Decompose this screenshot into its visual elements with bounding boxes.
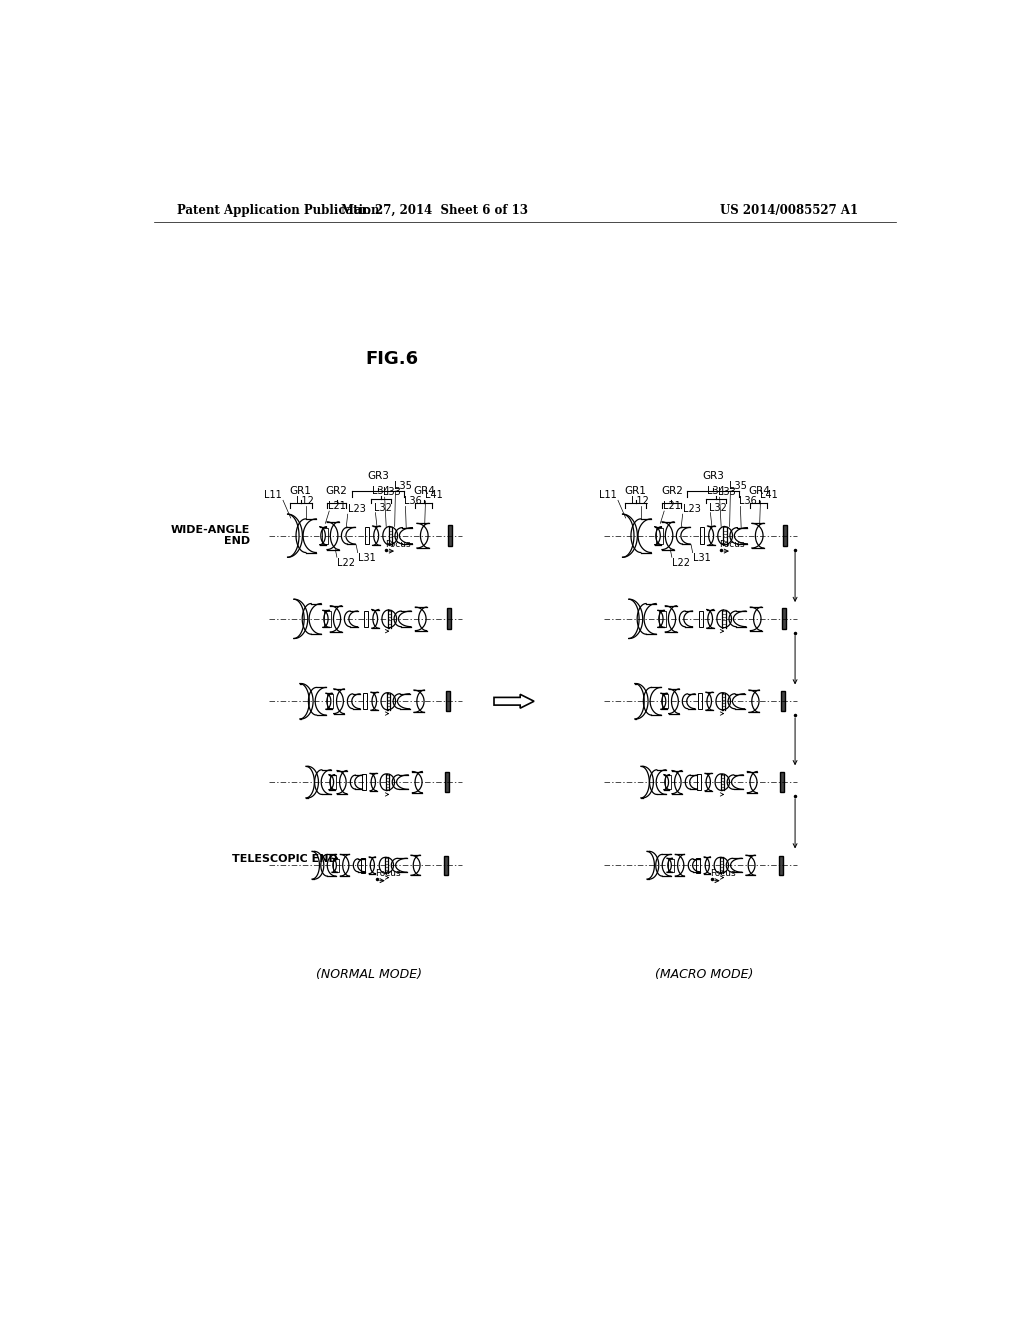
Bar [697, 775, 701, 789]
Text: US 2014/0085527 A1: US 2014/0085527 A1 [720, 205, 858, 218]
Text: L32: L32 [709, 503, 727, 512]
Text: L23: L23 [348, 504, 366, 515]
Text: L12: L12 [631, 496, 648, 507]
Text: L23: L23 [683, 504, 700, 515]
Text: L11: L11 [599, 490, 616, 500]
Bar [666, 775, 672, 789]
Bar [779, 857, 783, 875]
Text: Focus: Focus [720, 540, 745, 549]
Bar [445, 772, 450, 792]
Bar [668, 859, 674, 871]
Bar [330, 775, 336, 789]
Bar [700, 527, 703, 544]
Text: L36: L36 [403, 496, 422, 507]
Bar [659, 611, 666, 627]
Bar [656, 528, 663, 544]
Bar [449, 525, 452, 546]
Text: L34: L34 [707, 486, 725, 496]
Bar [365, 527, 369, 544]
Bar [446, 692, 451, 711]
Text: Mar. 27, 2014  Sheet 6 of 13: Mar. 27, 2014 Sheet 6 of 13 [341, 205, 528, 218]
Text: (NORMAL MODE): (NORMAL MODE) [316, 968, 422, 981]
Bar [780, 772, 784, 792]
Bar [325, 611, 331, 627]
Bar [447, 609, 452, 630]
Bar [699, 611, 702, 627]
Text: L32: L32 [374, 503, 392, 512]
Text: GR3: GR3 [702, 471, 724, 480]
Text: FIG.6: FIG.6 [366, 350, 419, 367]
Bar [444, 857, 449, 875]
Text: TELESCOPIC END: TELESCOPIC END [232, 854, 338, 865]
Bar [663, 694, 669, 709]
Text: L11: L11 [264, 490, 282, 500]
Text: L34: L34 [372, 486, 390, 496]
Text: L41: L41 [425, 490, 442, 500]
Bar [362, 775, 366, 789]
Text: L22: L22 [337, 558, 355, 568]
Text: L21: L21 [663, 502, 681, 511]
Text: GR4: GR4 [413, 486, 435, 496]
Bar [328, 694, 334, 709]
Text: GR1: GR1 [290, 486, 311, 496]
Text: L33: L33 [718, 487, 736, 498]
Text: GR2: GR2 [660, 486, 683, 496]
Text: L12: L12 [296, 496, 313, 507]
Bar [365, 611, 368, 627]
Bar [781, 692, 785, 711]
Text: (MACRO MODE): (MACRO MODE) [655, 968, 754, 981]
Text: GR1: GR1 [625, 486, 646, 496]
Text: L31: L31 [357, 553, 376, 564]
Text: Focus: Focus [376, 870, 401, 878]
Text: L22: L22 [672, 558, 690, 568]
Text: L21: L21 [328, 502, 345, 511]
Bar [783, 525, 787, 546]
Bar [696, 858, 700, 873]
Text: L35: L35 [394, 480, 412, 491]
Text: L31: L31 [692, 553, 711, 564]
Bar [698, 693, 701, 709]
Text: WIDE-ANGLE
END: WIDE-ANGLE END [171, 525, 250, 546]
Bar [322, 528, 328, 544]
Bar [364, 693, 367, 709]
Text: Focus: Focus [385, 540, 411, 549]
Text: L33: L33 [383, 487, 400, 498]
Text: L36: L36 [739, 496, 757, 507]
Text: GR2: GR2 [326, 486, 347, 496]
Text: L35: L35 [729, 480, 746, 491]
Text: GR3: GR3 [368, 471, 389, 480]
Text: Focus: Focus [711, 870, 736, 878]
FancyArrow shape [494, 694, 535, 708]
Bar [333, 859, 339, 871]
Bar [361, 858, 365, 873]
Text: GR4: GR4 [748, 486, 770, 496]
Text: Patent Application Publication: Patent Application Publication [177, 205, 379, 218]
Text: L41: L41 [760, 490, 777, 500]
Bar [782, 609, 786, 630]
